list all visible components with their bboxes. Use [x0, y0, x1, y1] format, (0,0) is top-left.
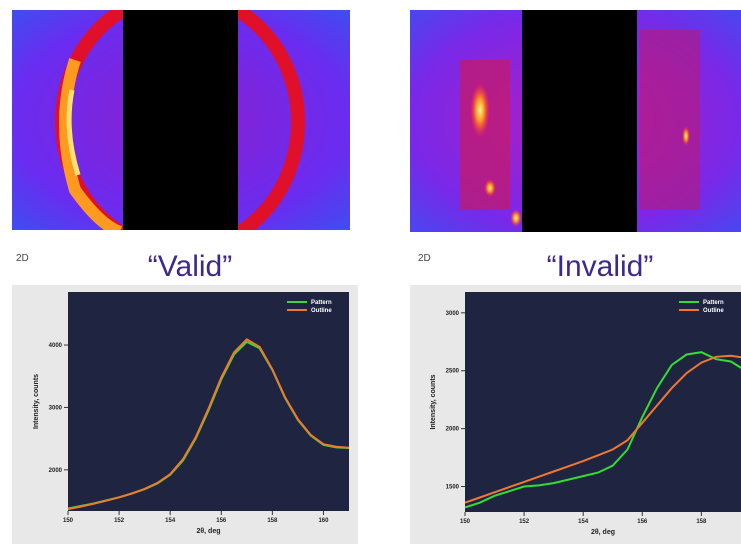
plot-lines	[465, 351, 741, 509]
chart-panel: 2D “Valid” 2000 3000 4000 150 152 154 156 158 160 2…	[12, 250, 358, 544]
x-tick-label: 160	[318, 518, 329, 524]
legend-label: Pattern	[703, 300, 724, 306]
x-tick-label: 152	[519, 519, 530, 525]
legend-label: Outline	[311, 308, 332, 314]
y-axis-label: Intensity, counts	[33, 374, 40, 429]
y-tick-label: 2000	[49, 468, 63, 474]
x-tick-label: 156	[216, 518, 227, 524]
plot-area	[465, 292, 741, 512]
y-tick-label: 3000	[446, 311, 460, 317]
panel-label: 2D	[16, 253, 29, 264]
x-tick-label: 152	[114, 518, 125, 524]
x-tick-label: 154	[165, 518, 176, 524]
data-line	[465, 354, 741, 504]
legend-label: Pattern	[311, 300, 332, 306]
diffraction-image-valid	[12, 10, 350, 230]
y-tick-label: 1500	[446, 485, 460, 491]
x-tick-label: 150	[63, 518, 74, 524]
y-tick-label: 4000	[49, 343, 63, 349]
x-tick-label: 150	[460, 519, 471, 525]
x-axis-label: 2θ, deg	[591, 529, 615, 536]
chart-title: “Valid”	[148, 250, 232, 283]
x-tick-label: 158	[267, 518, 278, 524]
x-axis-label: 2θ, deg	[196, 528, 220, 535]
y-tick-label: 3000	[49, 405, 63, 411]
y-axis-label: Intensity, counts	[430, 374, 437, 429]
chart-panel: 2D “Invalid” 1500 2000 2500 3000 150 152 154 156 1…	[410, 250, 741, 544]
data-line	[465, 351, 741, 509]
plot-lines	[68, 338, 349, 511]
panel-label: 2D	[418, 253, 431, 264]
x-tick-label: 154	[578, 519, 589, 525]
x-tick-label: 158	[696, 519, 707, 525]
data-line	[68, 338, 349, 511]
chart-title: “Invalid”	[547, 250, 654, 283]
y-tick-label: 2000	[446, 427, 460, 433]
y-tick-label: 2500	[446, 369, 460, 375]
x-tick-label: 156	[637, 519, 648, 525]
diffraction-image-invalid	[410, 10, 741, 232]
legend-label: Outline	[703, 308, 724, 314]
plot-area	[68, 292, 349, 511]
